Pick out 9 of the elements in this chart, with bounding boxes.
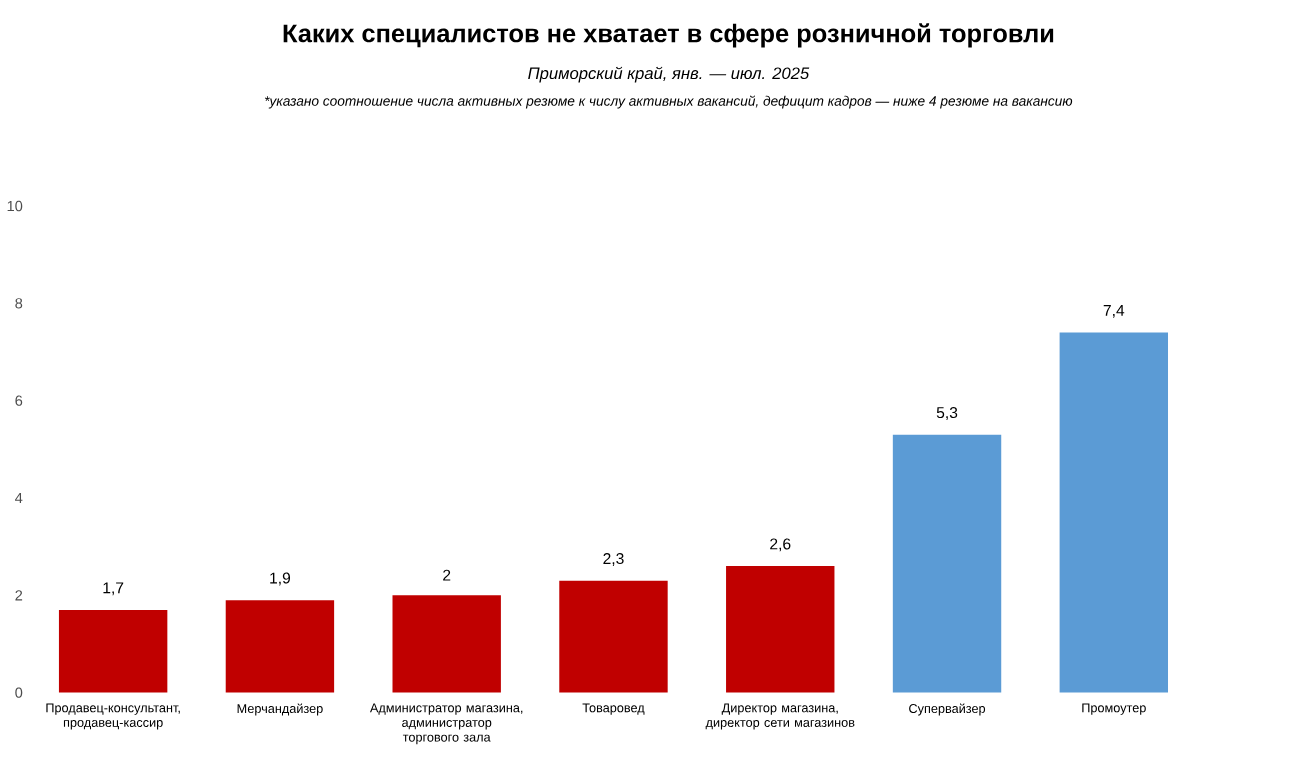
bar <box>392 595 501 694</box>
bar <box>58 610 168 694</box>
bar <box>1059 333 1169 694</box>
chart-title: Каких специалистов не хватает в сфере розничной торговли <box>283 23 1054 48</box>
bar <box>726 566 835 694</box>
bar <box>225 600 335 694</box>
chart-subtitle: Приморский край, янв. — июл. 2025 <box>528 67 810 83</box>
bar <box>892 435 1002 694</box>
bar <box>559 581 668 694</box>
